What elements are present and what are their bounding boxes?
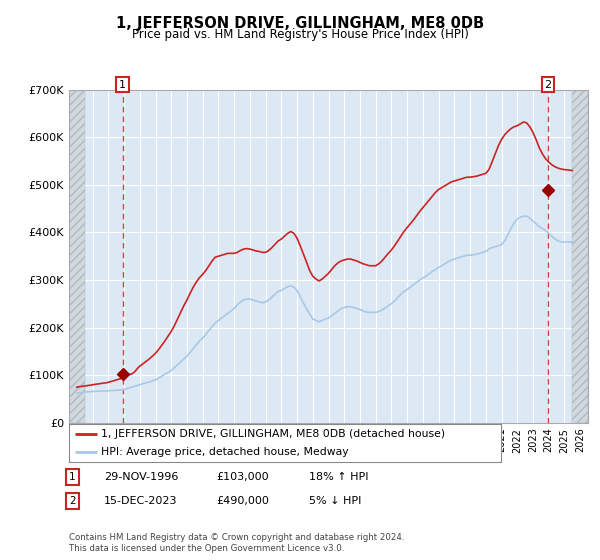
Text: 2: 2 <box>544 80 551 90</box>
Text: 1: 1 <box>119 80 126 90</box>
Text: 5% ↓ HPI: 5% ↓ HPI <box>309 496 361 506</box>
Bar <box>572 90 588 423</box>
Text: £103,000: £103,000 <box>216 472 269 482</box>
Text: 15-DEC-2023: 15-DEC-2023 <box>104 496 178 506</box>
Text: 1: 1 <box>69 472 76 482</box>
Text: 2: 2 <box>69 496 76 506</box>
Text: 18% ↑ HPI: 18% ↑ HPI <box>309 472 368 482</box>
Text: 1, JEFFERSON DRIVE, GILLINGHAM, ME8 0DB (detached house): 1, JEFFERSON DRIVE, GILLINGHAM, ME8 0DB … <box>101 429 446 439</box>
Text: Price paid vs. HM Land Registry's House Price Index (HPI): Price paid vs. HM Land Registry's House … <box>131 28 469 41</box>
Text: 1, JEFFERSON DRIVE, GILLINGHAM, ME8 0DB: 1, JEFFERSON DRIVE, GILLINGHAM, ME8 0DB <box>116 16 484 31</box>
Text: 29-NOV-1996: 29-NOV-1996 <box>104 472 178 482</box>
Text: £490,000: £490,000 <box>216 496 269 506</box>
Text: Contains HM Land Registry data © Crown copyright and database right 2024.: Contains HM Land Registry data © Crown c… <box>69 533 404 542</box>
Text: HPI: Average price, detached house, Medway: HPI: Average price, detached house, Medw… <box>101 447 349 457</box>
Bar <box>69 90 85 423</box>
Text: This data is licensed under the Open Government Licence v3.0.: This data is licensed under the Open Gov… <box>69 544 344 553</box>
